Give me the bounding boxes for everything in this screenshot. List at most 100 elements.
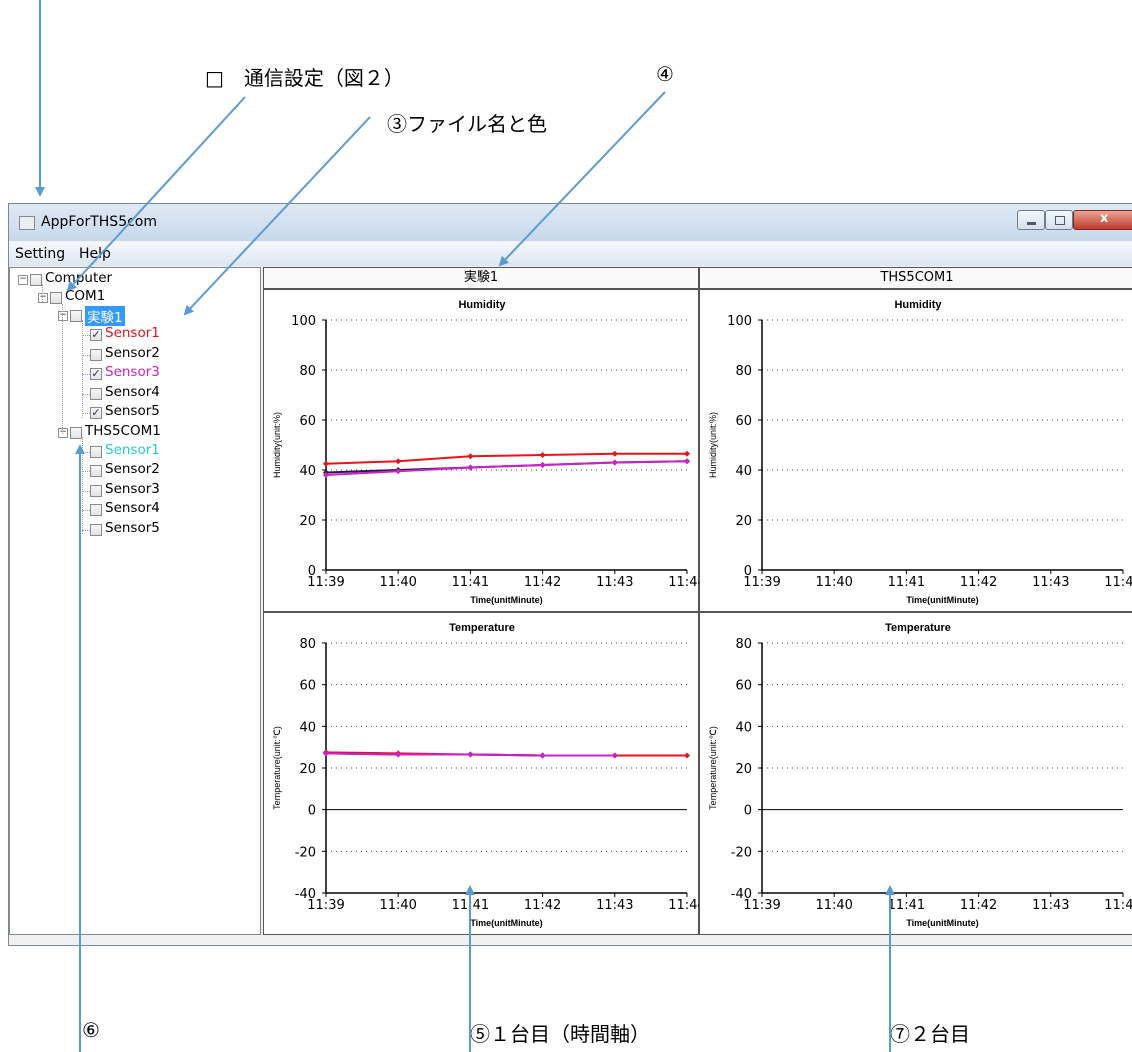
tree-sensor-0-4-label[interactable]: Sensor5	[105, 403, 160, 419]
tree-connector	[82, 413, 92, 414]
chart-title: Temperature	[449, 622, 515, 634]
chart-title: Humidity	[894, 299, 942, 311]
tree-vline	[42, 284, 43, 302]
y-tick-label: 100	[291, 314, 316, 329]
panel-header-left[interactable]: 実験1	[263, 267, 699, 289]
title-bar[interactable]: AppForTHS5com x	[9, 204, 1132, 241]
y-tick-label: 60	[299, 679, 316, 694]
menu-help[interactable]: Help	[79, 246, 111, 262]
annotation-6: ⑥	[82, 1018, 100, 1042]
tree-group-0-label[interactable]: 実験1	[85, 306, 125, 326]
tree-connector	[82, 374, 92, 375]
tree-connector	[82, 510, 92, 511]
tree-computer-expander[interactable]: −	[18, 274, 28, 285]
menu-bar: Setting Help	[9, 242, 1132, 266]
y-tick-label: 80	[299, 364, 316, 379]
y-tick-label: -20	[731, 845, 752, 860]
series-point-2	[467, 751, 474, 758]
tree-connector	[82, 471, 92, 472]
tree-group-1-label[interactable]: THS5COM1	[85, 422, 161, 439]
y-tick-label: 60	[299, 414, 316, 429]
tree-sensor-1-3-checkbox[interactable]	[90, 504, 102, 516]
y-tick-label: -20	[295, 845, 316, 860]
tree-sensor-0-2-label[interactable]: Sensor3	[105, 364, 160, 380]
app-window: AppForTHS5com x Setting Help − Computer − C…	[8, 203, 1132, 946]
tree-sensor-1-2-label[interactable]: Sensor3	[105, 480, 160, 497]
x-tick-label: 11:42	[524, 575, 561, 590]
menu-setting[interactable]: Setting	[15, 246, 66, 262]
x-axis-label: Time(unitMinute)	[470, 918, 542, 928]
tree-sensor-1-1-checkbox[interactable]	[90, 465, 102, 477]
tree-vline	[82, 436, 83, 534]
tree-sensor-1-0-label[interactable]: Sensor1	[105, 441, 160, 458]
panel-header-right[interactable]: THS5COM1	[699, 267, 1132, 289]
tree-sensor-0-2-checkbox[interactable]: ✓	[90, 367, 102, 380]
y-tick-label: 40	[735, 720, 752, 735]
y-tick-label: 40	[299, 720, 316, 735]
x-tick-label: 11:42	[524, 898, 561, 913]
series-point-2	[395, 468, 402, 475]
x-tick-label: 11:43	[596, 575, 633, 590]
tree-sensor-0-0-checkbox[interactable]: ✓	[90, 328, 102, 341]
tree-vline	[82, 320, 83, 418]
tree-group-1-expander[interactable]: −	[58, 426, 68, 438]
y-tick-label: 20	[299, 514, 316, 529]
tree-computer-label[interactable]: Computer	[45, 270, 113, 286]
y-tick-label: 20	[735, 762, 752, 777]
maximize-button[interactable]	[1045, 210, 1073, 230]
tree-sensor-1-3-label[interactable]: Sensor4	[105, 500, 160, 516]
y-tick-label: -40	[295, 887, 316, 902]
x-tick-label: 11:39	[743, 898, 780, 913]
tree-sensor-0-4-checkbox[interactable]: ✓	[90, 406, 102, 419]
x-tick-label: 11:40	[815, 898, 852, 913]
series-point-2	[323, 750, 329, 757]
tree-com1-expander[interactable]: −	[38, 292, 48, 303]
tree-connector	[82, 335, 92, 336]
chart-title: Humidity	[458, 299, 506, 311]
tree-sensor-0-0-label[interactable]: Sensor1	[105, 325, 160, 341]
tree-sensor-1-0-checkbox[interactable]	[90, 445, 102, 458]
x-tick-label: 11:44	[1104, 575, 1132, 590]
panel-right: THS5COM1 Humidity 0 20 40 60 80 100 11:39 11:40 1…	[699, 267, 1132, 935]
series-point-2	[684, 458, 690, 465]
x-tick-label: 11:42	[960, 898, 997, 913]
y-tick-label: -40	[731, 887, 752, 902]
x-tick-label: 11:39	[307, 575, 344, 590]
humidity-chart-right: Humidity 0 20 40 60 80 100 11:39 11:40 11:41 11:42…	[699, 289, 1132, 612]
tree-group-0-checkbox[interactable]	[70, 310, 82, 322]
x-tick-label: 11:39	[743, 575, 780, 590]
humidity-chart-left: Humidity 0 20 40 60 80 100 11:39 11:40 11:41 11:42…	[263, 289, 700, 612]
annotation-first-unit: ⑤１台目（時間軸）	[470, 1022, 650, 1046]
tree-sensor-1-4-label[interactable]: Sensor5	[105, 519, 160, 536]
x-tick-label: 11:44	[668, 898, 700, 913]
y-tick-label: 60	[735, 414, 752, 429]
x-tick-label: 11:42	[960, 575, 997, 590]
tree-sensor-0-3-label[interactable]: Sensor4	[105, 383, 160, 400]
tree-sensor-1-2-checkbox[interactable]	[90, 484, 102, 497]
y-tick-label: 60	[735, 679, 752, 694]
series-point-0	[611, 450, 618, 457]
series-point-0	[467, 453, 474, 460]
minimize-button[interactable]	[1017, 210, 1045, 230]
x-tick-label: 11:41	[452, 575, 489, 590]
y-axis-label: Humidity(unit:%)	[272, 412, 282, 478]
tree-com1-label[interactable]: COM1	[65, 288, 106, 304]
tree-sensor-0-1-checkbox[interactable]	[90, 348, 102, 361]
tree-sensor-0-3-checkbox[interactable]	[90, 387, 102, 400]
tree-group-0-expander[interactable]: −	[58, 310, 68, 321]
tree-com1-checkbox[interactable]	[50, 292, 62, 304]
annotation-second-unit: ⑦２台目	[890, 1022, 970, 1046]
x-tick-label: 11:44	[668, 575, 700, 590]
close-button[interactable]: x	[1073, 210, 1132, 230]
tree-sensor-1-4-checkbox[interactable]	[90, 523, 102, 536]
y-tick-label: 80	[299, 637, 316, 652]
x-axis-label: Time(unitMinute)	[906, 918, 978, 928]
y-tick-label: 100	[727, 314, 752, 329]
tree-connector	[82, 490, 92, 492]
tree-sensor-0-1-label[interactable]: Sensor2	[105, 344, 160, 361]
y-tick-label: 20	[299, 762, 316, 777]
tree-sensor-1-1-label[interactable]: Sensor2	[105, 461, 160, 477]
tree-group-1-checkbox[interactable]	[70, 426, 82, 439]
series-point-0	[539, 452, 546, 458]
tree-computer-checkbox[interactable]	[30, 274, 42, 286]
